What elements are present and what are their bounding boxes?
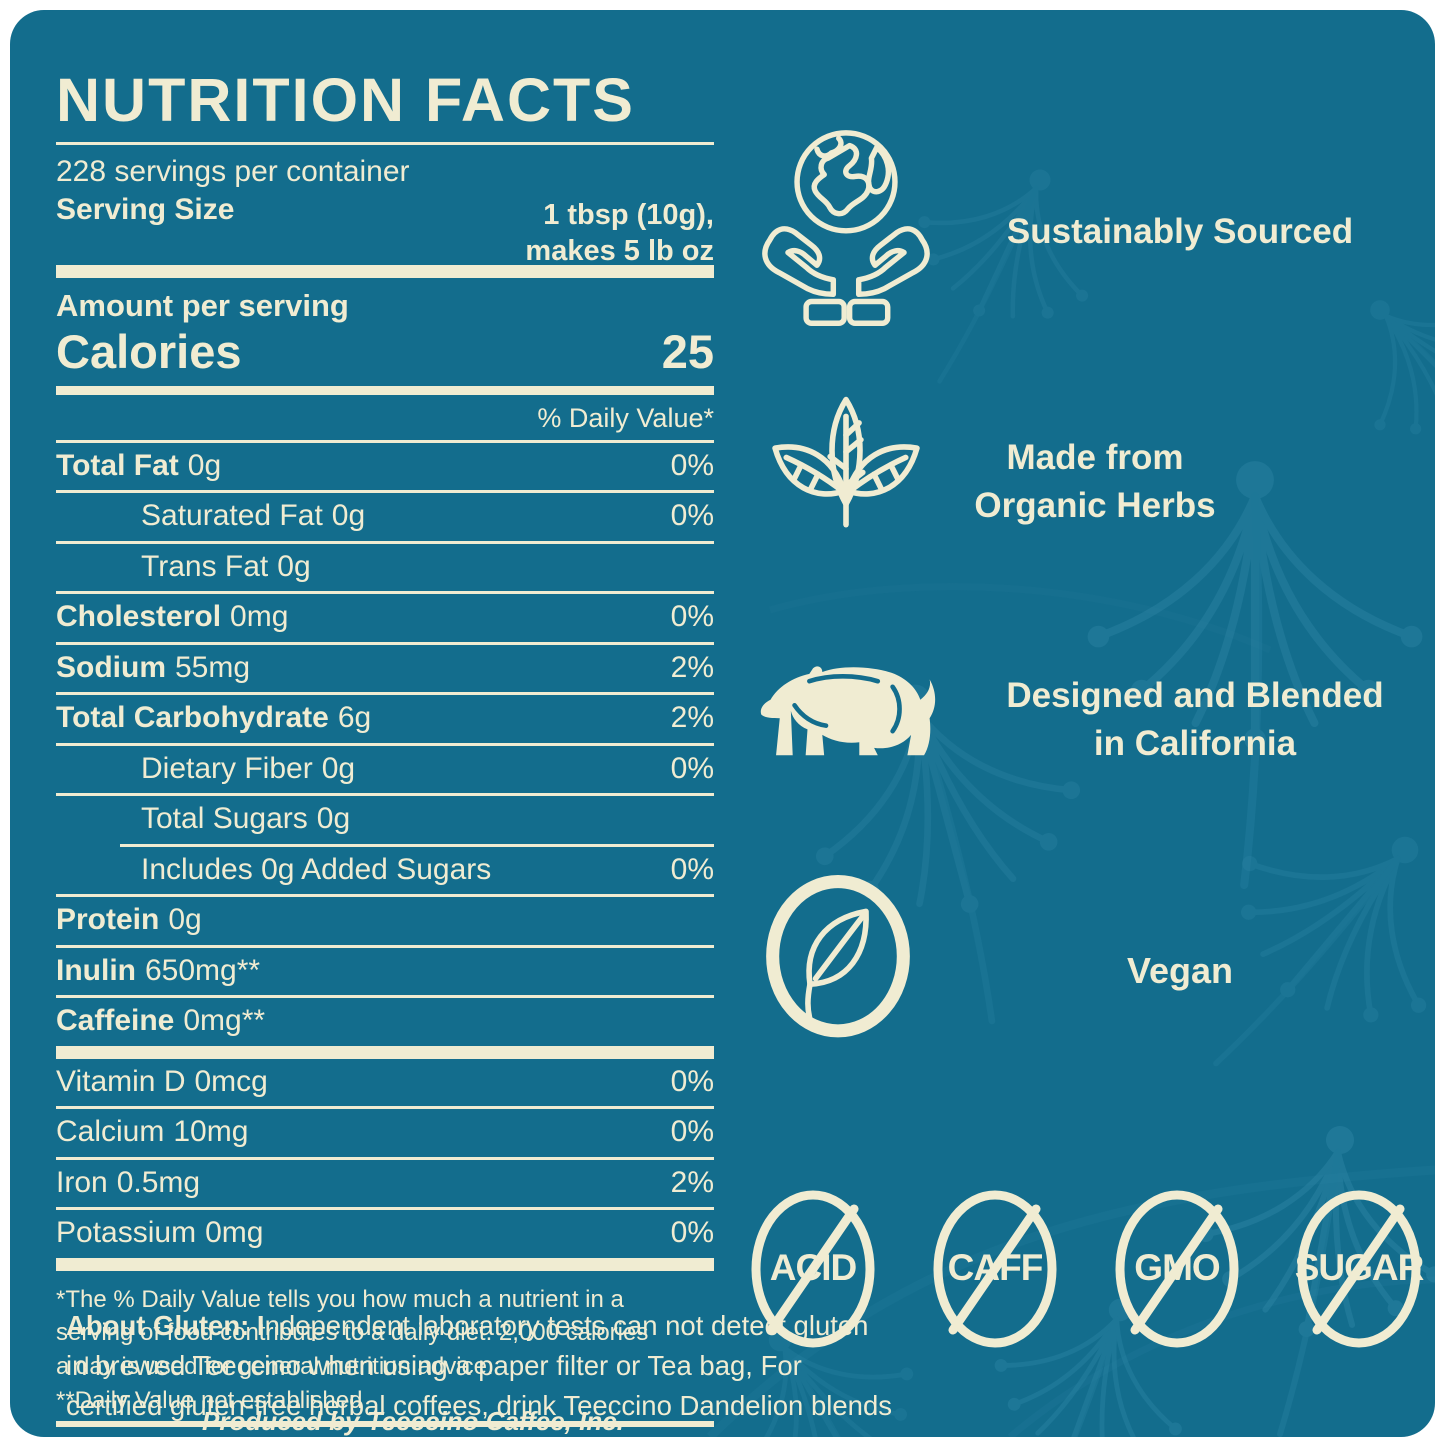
indented-divider: [120, 843, 714, 847]
teal-panel: NUTRITION FACTS 228 servings per contain…: [10, 10, 1435, 1437]
thick-divider: [56, 385, 714, 395]
no-sugar-badge: SUGAR: [1294, 1186, 1424, 1352]
calories-value: 25: [661, 325, 714, 379]
crossed-circle-icon: [1297, 1190, 1421, 1348]
crossed-circle-icon: [1115, 1190, 1239, 1348]
nutrition-row-iron: Iron 0.5mg 2%: [56, 1160, 714, 1211]
servings-per-container: 228 servings per container: [56, 155, 410, 189]
nutrition-row-sodium: Sodium 55mg 2%: [56, 645, 714, 696]
nutrition-row-dietary-fiber: Dietary Fiber 0g 0%: [56, 746, 714, 797]
no-gmo-badge: GMO: [1112, 1186, 1242, 1352]
no-caff-badge: CAFF: [930, 1186, 1060, 1352]
nutrition-row-inulin: Inulin 650mg**: [56, 948, 714, 999]
thick-divider: [56, 1045, 714, 1059]
calories-label: Calories: [56, 325, 242, 379]
dandelion-pattern-background: [10, 10, 1435, 1437]
nutrition-row-total-fat: Total Fat 0g 0%: [56, 443, 714, 494]
divider: [56, 439, 714, 443]
nutrition-facts-title: NUTRITION FACTS: [56, 66, 635, 134]
no-acid-badge: ACID: [748, 1186, 878, 1352]
nutrition-row-protein: Protein 0g: [56, 897, 714, 948]
feature-text-vegan: Vegan: [1126, 950, 1234, 991]
nutrition-row-trans-fat: Trans Fat 0g: [56, 544, 714, 595]
crossed-circle-icon: [751, 1190, 875, 1348]
producer-credit: Produced by Teeccino Caffee, Inc.: [202, 1406, 624, 1436]
nutrition-row-calcium: Calcium 10mg 0%: [56, 1109, 714, 1160]
nutrition-row-caffeine: Caffeine 0mg**: [56, 1004, 266, 1038]
nutrition-row-potassium: Potassium 0mg 0%: [56, 1216, 714, 1250]
nutrition-row-saturated-fat: Saturated Fat 0g 0%: [56, 493, 714, 544]
vegan-leaf-icon: [754, 870, 922, 1048]
amount-per-serving: Amount per serving: [56, 288, 349, 324]
badge-row: ACID CAFF GMO: [748, 1186, 1424, 1352]
nutrition-row-vitamin-d: Vitamin D 0mcg 0%: [56, 1059, 714, 1110]
thick-divider: [56, 265, 714, 279]
calories-row: Calories 25: [56, 326, 714, 378]
nutrition-facts-label: NUTRITION FACTS 228 servings per contain…: [56, 68, 714, 1437]
divider: [56, 1421, 714, 1428]
nutrition-row-total-sugars: Total Sugars 0g: [141, 802, 351, 836]
feature-text-california: Designed and Blended in California: [1006, 676, 1384, 764]
feature-text-organic-herbs: Made from Organic Herbs: [974, 438, 1216, 526]
gluten-statement: About Gluten: Independent laboratory tes…: [66, 1310, 893, 1421]
daily-value-header: % Daily Value*: [537, 402, 714, 433]
feature-text-sustainably-sourced: Sustainably Sourced: [1006, 212, 1354, 251]
nutrition-row-added-sugars: Includes 0g Added Sugars 0%: [56, 847, 714, 898]
thick-divider: [56, 1257, 714, 1271]
crossed-circle-icon: [933, 1190, 1057, 1348]
daily-value-footnote: *The % Daily Value tells you how much a …: [56, 1285, 649, 1414]
nutrition-row-cholesterol: Cholesterol 0mg 0%: [56, 594, 714, 645]
herb-leaves-icon: [762, 392, 930, 550]
serving-size-label: Serving Size: [56, 193, 235, 227]
earth-in-hands-icon: [754, 122, 938, 326]
nutrition-row-total-carbohydrate: Total Carbohydrate 6g 2%: [56, 695, 714, 746]
serving-size-value: 1 tbsp (10g), makes 5 lb oz: [525, 199, 714, 268]
divider: [56, 142, 714, 146]
california-bear-icon: [752, 660, 937, 782]
serving-size-row: Serving Size 1 tbsp (10g), makes 5 lb oz: [56, 189, 714, 267]
